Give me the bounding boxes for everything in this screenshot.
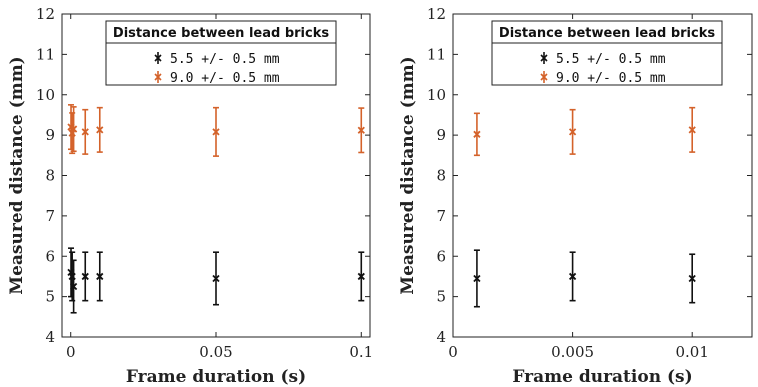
data-point [69,282,78,291]
y-tick-label: 10 [36,86,55,104]
chart-panel-2: 4 5 6 7 8 9 10 11 12 0 0.005 0.01 Frame duration (s)… [398,5,753,387]
legend-marker [540,73,548,81]
data-point [69,125,78,133]
y-tick-label: 12 [36,5,55,23]
chart-panel-1: 4 5 6 7 8 9 10 11 12 0 0.05 0.1 Frame duration (s) Me… [7,5,373,387]
y-tick-label: 12 [427,5,446,23]
x-axis-title: Frame duration (s) [512,367,692,387]
data-point [568,272,577,281]
x-tick-label: 0.01 [675,343,708,361]
y-tick-label: 7 [436,207,446,225]
y-tick-label: 11 [36,45,55,63]
legend-box [491,20,723,86]
data-point [357,272,365,281]
data-point [96,272,104,281]
y-tick-label: 6 [45,247,55,265]
data-point [96,126,104,134]
legend-entry: 5.5 +/- 0.5 mm [170,52,280,67]
series-2 [473,106,696,157]
data-point [212,128,220,136]
x-axis-title: Frame duration (s) [126,367,306,387]
y-tick-label: 9 [45,126,55,144]
legend-marker [540,54,548,62]
y-tick-label: 7 [45,207,55,225]
y-tick-label: 8 [436,167,446,185]
legend: Distance between lead bricks 5.5 +/- 0.5 … [491,20,723,86]
legend-marker [154,73,162,81]
data-point [568,128,577,136]
data-point [688,126,696,134]
legend-marker [154,54,162,62]
data-point [81,272,89,281]
legend-entry: 5.5 +/- 0.5 mm [556,52,666,67]
series-1 [67,247,365,314]
y-tick-label: 10 [427,86,446,104]
legend-entry: 9.0 +/- 0.5 mm [556,71,666,86]
y-axis-title: Measured distance (mm) [7,56,27,294]
y-tick-label: 4 [45,328,55,346]
x-tick-label: 0 [66,343,76,361]
series-1 [473,249,696,308]
y-tick-label: 5 [436,288,446,306]
series-2 [67,104,365,157]
y-tick-label: 6 [436,247,446,265]
x-tick-label: 0.005 [551,343,594,361]
legend: Distance between lead bricks 5.5 +/- 0.5 … [105,20,337,86]
data-point [473,130,481,138]
data-point [473,274,481,283]
data-point [688,274,696,283]
data-point [81,128,89,136]
x-tick-label: 0.05 [199,343,232,361]
y-axis-title: Measured distance (mm) [398,56,418,294]
x-tick-label: 0 [448,343,458,361]
legend-entry: 9.0 +/- 0.5 mm [170,71,280,86]
y-tick-label: 11 [427,45,446,63]
data-point [212,274,220,283]
y-tick-label: 5 [45,288,55,306]
data-point [357,126,365,134]
x-tick-label: 0.1 [349,343,373,361]
legend-title: Distance between lead bricks [499,26,715,41]
legend-box [105,20,337,86]
y-tick-label: 4 [436,328,446,346]
y-tick-label: 9 [436,126,446,144]
legend-title: Distance between lead bricks [113,26,329,41]
y-tick-label: 8 [45,167,55,185]
